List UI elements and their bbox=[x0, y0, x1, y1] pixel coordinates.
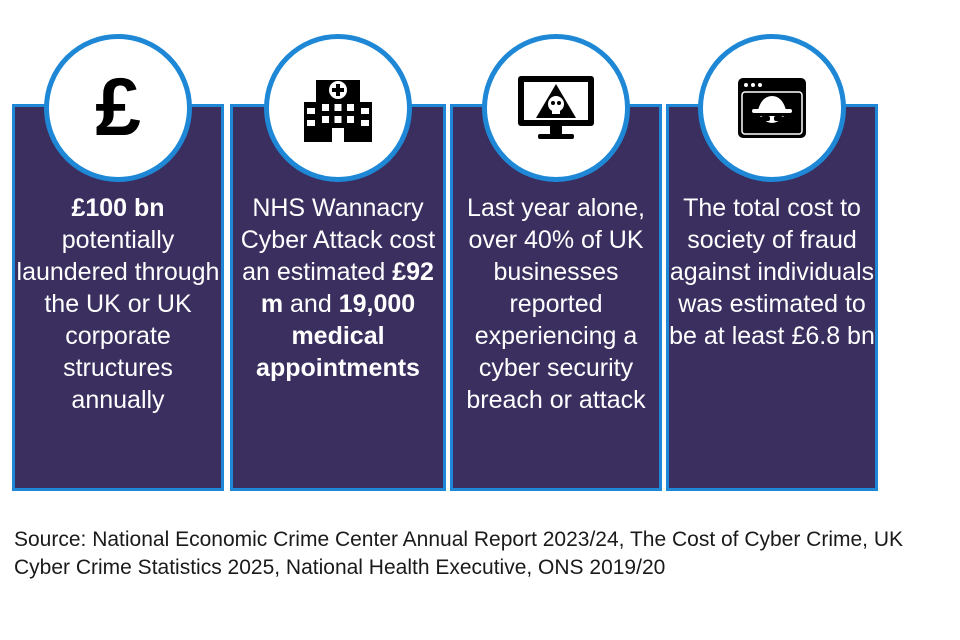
monitor-skull-icon bbox=[518, 76, 594, 139]
stat-highlight: £100 bn bbox=[71, 194, 165, 222]
icon-circle-hospital bbox=[264, 34, 412, 182]
stat-conjunction: and bbox=[290, 290, 332, 318]
stat-description: Last year alone, over 40% of UK business… bbox=[466, 194, 646, 414]
hacker-browser-icon bbox=[738, 78, 806, 138]
stat-highlight-appointments: 19,000 medical appointments bbox=[256, 290, 420, 382]
hospital-icon bbox=[304, 80, 372, 142]
stat-text-nhs-wannacry: NHS Wannacry Cyber Attack cost an estima… bbox=[232, 192, 444, 384]
icon-circle-monitor bbox=[482, 34, 630, 182]
stat-description: NHS Wannacry Cyber Attack cost an estima… bbox=[240, 194, 436, 286]
icon-circle-money: £ bbox=[44, 34, 192, 182]
stat-text-money-laundering: £100 bn potentially laundered through th… bbox=[14, 192, 222, 416]
icon-circle-hacker bbox=[698, 34, 846, 182]
stat-description: The total cost to society of fraud again… bbox=[669, 194, 875, 350]
stat-card-fraud-cost bbox=[666, 104, 878, 491]
stat-description: potentially laundered through the UK or … bbox=[16, 226, 220, 414]
stat-highlight-amount: £92 m bbox=[260, 258, 434, 318]
source-note: Source: National Economic Crime Center A… bbox=[14, 528, 904, 579]
pound-sign-icon: £ bbox=[95, 62, 141, 153]
stat-text-business-breaches: Last year alone, over 40% of UK business… bbox=[452, 192, 660, 416]
stat-text-fraud-cost: The total cost to society of fraud again… bbox=[668, 192, 876, 352]
